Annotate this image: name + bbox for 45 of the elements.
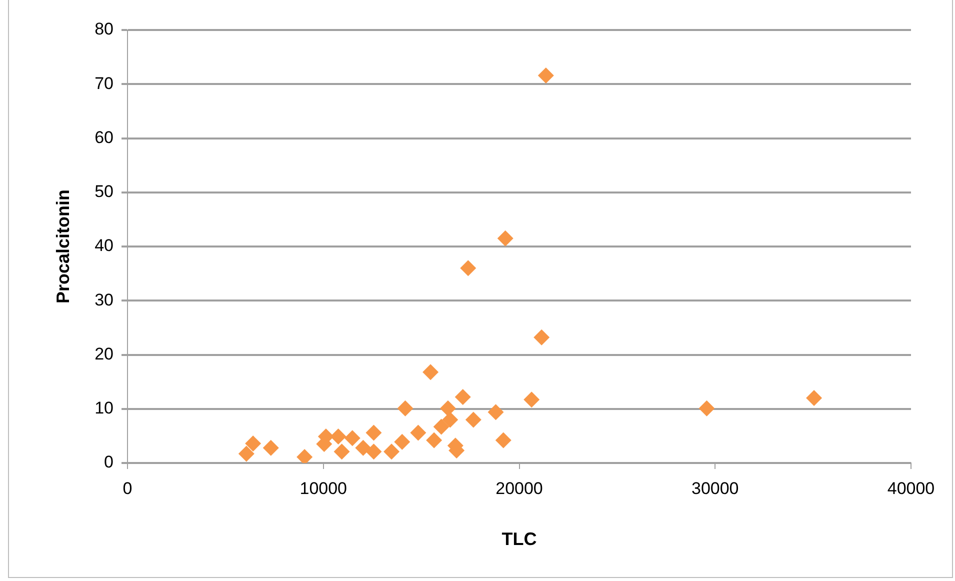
point xyxy=(344,430,360,446)
point xyxy=(355,440,372,456)
y-tick-label: 50 xyxy=(94,182,114,202)
y-tick-label: 70 xyxy=(94,74,114,93)
point xyxy=(238,446,254,462)
point xyxy=(262,440,279,456)
point xyxy=(330,428,346,444)
point xyxy=(538,67,554,84)
point xyxy=(488,404,504,420)
point xyxy=(534,329,550,346)
point xyxy=(426,432,442,448)
point xyxy=(442,412,458,428)
y-tick-label: 10 xyxy=(94,398,114,418)
point xyxy=(433,418,450,435)
point xyxy=(465,412,482,428)
y-tick-label: 60 xyxy=(94,128,114,147)
point xyxy=(440,400,456,416)
y-tick-label: 40 xyxy=(94,236,114,256)
point xyxy=(245,436,262,452)
point xyxy=(497,230,514,246)
x-tick-label: 0 xyxy=(122,478,132,498)
point xyxy=(524,392,540,408)
y-tick-label: 80 xyxy=(94,20,114,39)
point xyxy=(454,388,471,405)
y-tick-label: 0 xyxy=(104,452,114,472)
point xyxy=(422,364,439,380)
point xyxy=(495,432,512,448)
x-axis-title: TLC xyxy=(502,529,537,550)
y-tick-label: 30 xyxy=(94,290,114,310)
x-tick-label: 20000 xyxy=(496,478,543,498)
x-tick-label: 30000 xyxy=(691,478,739,498)
point xyxy=(394,434,410,450)
x-tick-label: 10000 xyxy=(300,478,348,498)
point xyxy=(410,424,426,441)
point xyxy=(334,444,350,460)
point xyxy=(460,260,476,276)
x-tick-label: 40000 xyxy=(887,478,935,498)
point xyxy=(366,424,382,441)
point xyxy=(397,400,414,416)
point xyxy=(366,444,382,460)
point xyxy=(384,444,400,460)
y-axis-title: Procalcitonin xyxy=(52,189,73,304)
point xyxy=(698,400,715,416)
y-tick-label: 20 xyxy=(94,344,114,364)
point xyxy=(806,390,822,406)
